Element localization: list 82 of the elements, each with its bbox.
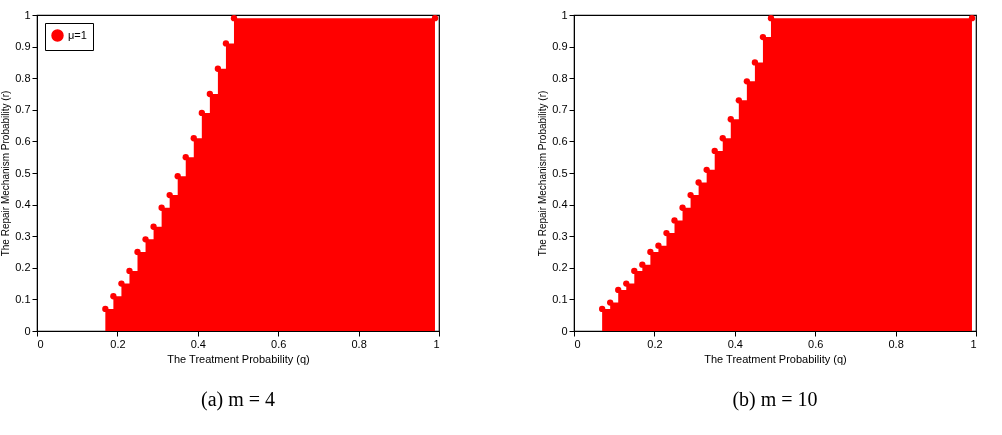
x-tick-label: 0.6	[808, 337, 824, 350]
point	[110, 293, 117, 300]
y-tick-label: 0.2	[15, 261, 31, 274]
y-axis-title: The Repair Mechanism Probability (r)	[0, 90, 12, 257]
y-tick-label: 0.6	[15, 134, 31, 147]
point	[598, 305, 606, 313]
point	[751, 59, 759, 66]
point	[631, 267, 638, 275]
x-tick-label: 0.8	[888, 337, 904, 350]
point	[190, 135, 197, 142]
point	[230, 15, 238, 22]
point	[222, 40, 230, 47]
y-tick-label: 0.8	[15, 71, 31, 84]
point	[655, 242, 662, 249]
y-tick-label: 0	[561, 324, 568, 337]
point	[198, 109, 205, 117]
y-tick-label: 0.7	[15, 103, 31, 116]
point	[431, 15, 439, 22]
point	[142, 236, 149, 243]
point	[735, 97, 742, 104]
y-tick-label: 0.5	[552, 166, 568, 179]
y-tick-label: 0.1	[15, 292, 31, 305]
y-axis-title: The Repair Mechanism Probability (r)	[537, 90, 549, 257]
point	[703, 166, 710, 173]
point	[968, 15, 976, 22]
y-tick-label: 0	[24, 324, 31, 337]
point	[679, 204, 686, 211]
y-tick-label: 1	[24, 8, 31, 21]
x-axis-title: The Treatment Probability (q)	[704, 352, 847, 365]
y-tick-label: 0.3	[15, 229, 31, 242]
point	[743, 78, 751, 85]
point	[759, 33, 767, 41]
y-tick-label: 0.7	[552, 103, 568, 116]
point	[663, 229, 670, 237]
point	[615, 286, 622, 294]
point	[719, 135, 726, 142]
point	[727, 116, 734, 123]
point	[711, 147, 718, 155]
y-tick-label: 0.9	[15, 40, 31, 53]
point	[150, 223, 157, 230]
point	[118, 280, 125, 287]
text: (b) m = 10	[732, 388, 818, 411]
x-tick-label: 0.4	[190, 337, 206, 350]
x-tick-label: 0	[37, 337, 44, 350]
y-tick-label: 0.3	[552, 229, 568, 242]
point	[687, 191, 694, 199]
point	[166, 191, 173, 199]
point	[767, 15, 775, 22]
y-tick-label: 0.4	[552, 198, 568, 211]
x-tick-label: 0.6	[271, 337, 287, 350]
x-tick-label: 0.4	[727, 337, 743, 350]
point	[182, 154, 189, 161]
x-tick-label: 0.8	[351, 337, 367, 350]
y-tick-label: 0.1	[552, 292, 568, 305]
point	[695, 179, 702, 186]
point	[126, 267, 133, 275]
point	[647, 248, 654, 256]
legend-label: μ=1	[68, 28, 87, 41]
point	[206, 90, 214, 98]
point	[671, 217, 678, 224]
y-tick-label: 0.8	[552, 71, 568, 84]
y-tick-label: 0.6	[552, 134, 568, 147]
y-tick-label: 0.5	[15, 166, 31, 179]
y-tick-label: 0.2	[552, 261, 568, 274]
point	[102, 305, 109, 313]
x-tick-label: 1	[433, 337, 440, 350]
x-axis-title: The Treatment Probability (q)	[167, 352, 310, 365]
x-tick-label: 1	[970, 337, 977, 350]
point	[214, 65, 222, 72]
point	[639, 261, 646, 268]
point	[174, 173, 181, 180]
text: (a) m = 4	[200, 388, 276, 411]
y-tick-label: 1	[561, 8, 568, 21]
x-tick-label: 0.2	[647, 337, 663, 350]
x-tick-label: 0.2	[110, 337, 126, 350]
y-tick-label: 0.9	[552, 40, 568, 53]
y-tick-label: 0.4	[15, 198, 31, 211]
point	[158, 204, 165, 211]
point	[607, 299, 614, 306]
x-tick-label: 0	[574, 337, 581, 350]
point	[134, 248, 141, 256]
point	[623, 280, 630, 287]
